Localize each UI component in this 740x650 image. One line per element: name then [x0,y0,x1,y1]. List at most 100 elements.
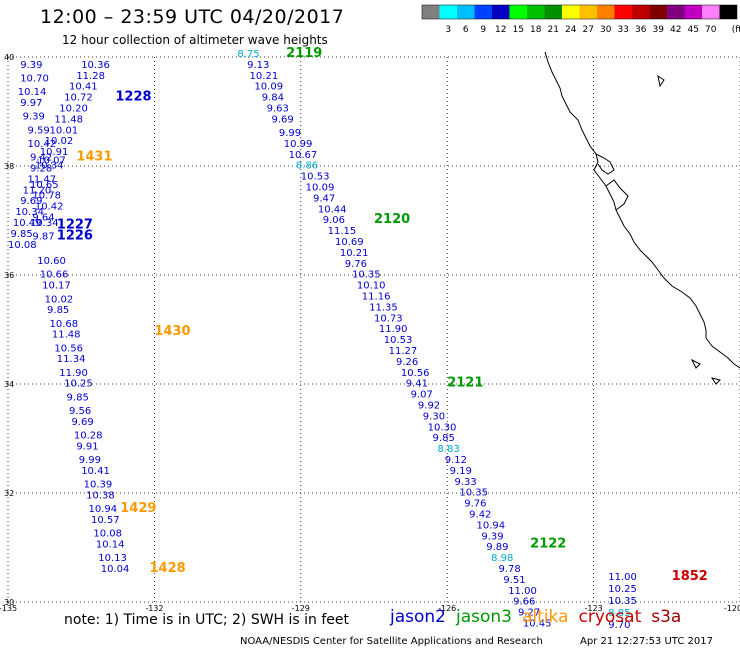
wave-height-value: 10.14 [18,87,47,98]
wave-height-value: 10.66 [40,270,69,281]
scale-swatch [439,5,457,19]
wave-height-value: 9.51 [503,575,525,586]
wave-height-value: 8.83 [437,444,459,455]
wave-height-value: 10.09 [254,82,283,93]
wave-height-value: 11.90 [379,324,408,335]
wave-height-value: 9.39 [481,531,503,542]
scale-swatch [509,5,527,19]
pass-number-label: 1226 [57,229,93,244]
wave-height-value: 10.07 [37,155,66,166]
observations-layer: 10.3611.2810.4110.7210.2011.4810.0110.02… [8,49,637,631]
wave-height-value: 9.76 [345,259,367,270]
wave-height-value: 10.08 [93,529,122,540]
scale-tick-label: 42 [670,25,681,35]
scale-swatch [719,5,737,19]
scale-swatch [562,5,580,19]
scale-swatch [597,5,615,19]
wave-height-value: 8.85 [608,608,630,619]
credit-line: NOAA/NESDIS Center for Satellite Applica… [240,636,543,647]
wave-height-value: 9.69 [71,417,93,428]
scale-tick-label: 30 [600,25,612,35]
wave-height-value: 10.67 [289,150,318,161]
wave-height-value: 10.02 [45,136,74,147]
wave-height-value: 8.75 [237,49,259,60]
pass-number-label: 1430 [154,324,190,339]
wave-height-value: 9.42 [469,510,491,521]
lon-label: -123 [585,604,603,613]
wave-height-value: 9.85 [10,229,32,240]
wave-height-value: 9.28 [30,163,52,174]
wave-height-value: 10.42 [35,202,64,213]
legend-item-cryosat: cryosat [578,607,642,627]
wave-height-value: 10.56 [54,343,83,354]
pass-number-label: 1228 [115,90,151,105]
pass-number-label: 2122 [530,537,566,552]
coastline-lake [657,74,665,88]
wave-height-value: 10.94 [89,504,118,515]
wave-height-value: 10.13 [98,553,127,564]
wave-height-value: 11.20 [23,185,52,196]
wave-height-value: 11.16 [362,292,391,303]
wave-height-value: 9.64 [32,213,54,224]
wave-height-value: 8.86 [296,161,318,172]
scale-tick-label: 24 [565,25,577,35]
scale-swatch [667,5,685,19]
wave-height-value: 10.49 [13,218,42,229]
wave-height-value: 9.89 [486,542,508,553]
wave-height-value: 11.48 [54,114,83,125]
wave-height-value: 10.99 [284,139,313,150]
wave-height-value: 11.15 [328,226,357,237]
scale-tick-label: 6 [463,25,469,35]
wave-height-value: 9.39 [20,60,42,71]
wave-height-value: 10.38 [86,490,115,501]
wave-height-value: 9.99 [79,455,101,466]
wave-height-value: 10.39 [84,480,113,491]
lat-label: 36 [4,271,14,280]
scale-swatch [474,5,492,19]
coastline-inland [605,179,629,211]
wave-height-value: 9.41 [406,379,428,390]
wave-height-value: 9.69 [272,114,294,125]
wave-height-value: 10.69 [335,237,364,248]
coastline [544,51,740,385]
wave-height-value: 10.72 [64,93,93,104]
scale-swatch [632,5,650,19]
wave-height-value: 11.35 [369,302,398,313]
scale-frame [421,4,738,20]
wave-height-value: 11.00 [508,586,537,597]
wave-height-value: 10.21 [250,71,279,82]
lat-label: 30 [4,598,14,607]
wave-height-value: 11.47 [28,174,57,185]
scale-tick-label: 3 [445,25,451,35]
wave-height-value: 10.01 [49,125,78,136]
pass-number-label: 2119 [286,46,322,61]
wave-height-value: 11.27 [389,346,418,357]
wave-height-value: 11.34 [57,354,86,365]
wave-height-value: 10.34 [15,207,44,218]
wave-height-value: 10.68 [49,319,78,330]
lon-label: -135 [0,604,17,613]
wave-height-value: 11.48 [52,330,81,341]
wave-height-value: 10.35 [459,488,488,499]
scale-tick-label: 15 [513,25,524,35]
wave-height-value: 9.69 [20,196,42,207]
wave-height-value: 10.60 [37,256,66,267]
lon-label: -126 [438,604,456,613]
scale-tick-label: 70 [705,25,717,35]
scale-tick-label: 39 [653,25,665,35]
wave-height-value: 10.02 [45,294,74,305]
wave-height-value: 10.35 [608,596,637,607]
page-subtitle: 12 hour collection of altimeter wave hei… [62,33,328,47]
wave-height-value: 9.30 [423,411,445,422]
lat-label: 40 [4,53,14,62]
wave-height-value: 10.70 [20,74,49,85]
wave-height-value: 9.07 [411,390,433,401]
wave-height-value: 10.30 [428,422,457,433]
wave-height-value: 10.35 [352,270,381,281]
legend-item-jason2: jason2 [390,607,446,627]
wave-height-value: 10.41 [81,466,110,477]
wave-height-value: 10.53 [384,335,413,346]
legend-item-altika: altika [522,607,569,627]
wave-height-value: 9.85 [433,433,455,444]
